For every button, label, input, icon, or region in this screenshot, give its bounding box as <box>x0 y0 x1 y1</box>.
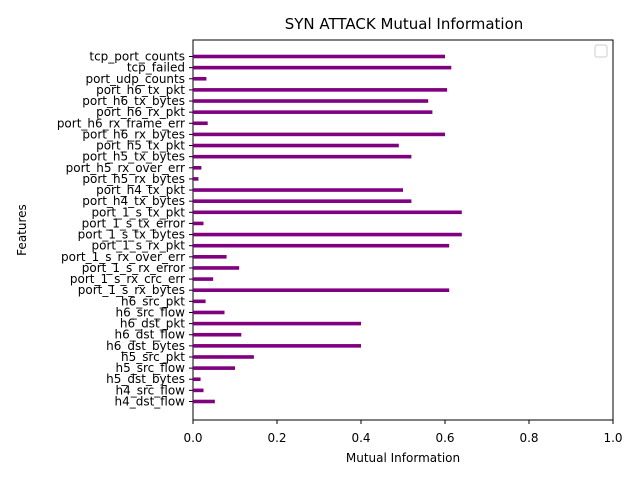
y-tick-label: tcp_failed <box>127 61 185 75</box>
bar-h6_src_pkt <box>193 299 206 304</box>
y-tick-label: h6_src_pkt <box>121 294 185 308</box>
bar-h4_dst_flow <box>193 399 215 404</box>
y-tick-label: h4_src_flow <box>116 383 186 397</box>
bar-h5_src_pkt <box>193 355 254 359</box>
bar-port_1_s_rx_pkt <box>193 243 450 248</box>
y-tick-label: port_h6_tx_pkt <box>96 83 185 97</box>
x-tick-label: 1.0 <box>603 431 622 445</box>
bar-port_h6_rx_pkt <box>193 110 433 114</box>
bar-port_h5_tx_bytes <box>193 154 412 159</box>
bar-port_1_s_rx_bytes <box>193 288 450 293</box>
y-tick-label: port_1_s_rx_over_err <box>61 250 185 264</box>
x-tick-label: 0.2 <box>267 431 286 445</box>
y-tick-label: port_h5_tx_bytes <box>82 150 185 164</box>
bar-h6_dst_bytes <box>193 344 361 348</box>
y-tick-label: port_1_s_rx_error <box>82 261 185 275</box>
y-tick-label: h6_dst_pkt <box>120 317 185 331</box>
bar-h5_dst_bytes <box>193 377 201 382</box>
y-tick-label: port_h4_tx_pkt <box>96 183 185 197</box>
y-tick-label: h5_src_flow <box>116 361 186 375</box>
bar-tcp_failed <box>193 65 452 70</box>
y-tick-label: port_1_s_rx_bytes <box>78 283 185 297</box>
y-tick-label: h6_src_flow <box>116 305 186 319</box>
bar-port_h6_rx_bytes <box>193 132 445 137</box>
y-tick-label: port_h6_tx_bytes <box>82 94 185 108</box>
y-tick-label: port_udp_counts <box>85 72 185 86</box>
bar-port_1_s_tx_error <box>193 221 204 226</box>
chart-title: SYN ATTACK Mutual Information <box>285 15 524 33</box>
y-tick-label: h5_dst_bytes <box>106 372 185 386</box>
bars-group <box>193 54 462 404</box>
plot-area <box>192 39 614 421</box>
bar-port_h6_rx_frame_err <box>193 121 208 126</box>
y-tick-label: h4_dst_flow <box>114 395 185 409</box>
bar-port_1_s_tx_bytes <box>193 232 462 237</box>
y-tick-label: port_h5_tx_pkt <box>96 139 185 153</box>
y-tick-label: port_h5_rx_bytes <box>82 172 185 186</box>
y-tick-label: h6_dst_bytes <box>106 339 185 353</box>
bar-h6_dst_flow <box>193 332 242 337</box>
bar-port_h6_tx_pkt <box>193 88 448 92</box>
x-tick-label: 0.8 <box>519 431 538 445</box>
y-tick-label: port_h6_rx_pkt <box>96 105 185 119</box>
bar-port_h4_tx_bytes <box>193 199 412 203</box>
bar-port_h5_tx_pkt <box>193 143 399 148</box>
y-tick-label: port_1_s_rx_crc_err <box>70 272 185 286</box>
bar-port_udp_counts <box>193 76 207 81</box>
bar-h6_src_flow <box>193 310 225 315</box>
y-tick-label: port_1_s_tx_bytes <box>78 228 185 242</box>
y-tick-label: tcp_port_counts <box>89 50 185 64</box>
y-tick-label: port_h6_rx_frame_err <box>57 116 185 130</box>
y-tick-label: port_h4_tx_bytes <box>82 194 185 208</box>
bar-port_1_s_rx_crc_err <box>193 277 214 281</box>
bar-port_h6_tx_bytes <box>193 99 429 103</box>
bar-h6_dst_pkt <box>193 321 361 326</box>
y-tick-label: port_h6_rx_bytes <box>82 127 185 141</box>
y-tick-label: port_1_s_tx_pkt <box>91 205 185 219</box>
bar-port_1_s_rx_over_err <box>193 255 227 259</box>
bar-port_1_s_tx_pkt <box>193 210 462 215</box>
y-tick-label: h6_dst_flow <box>114 328 185 342</box>
x-tick-label: 0.4 <box>351 431 370 445</box>
y-tick-label: port_1_s_tx_error <box>82 216 185 230</box>
bar-port_h5_rx_bytes <box>193 177 199 181</box>
bar-h4_src_flow <box>193 388 204 393</box>
y-axis-label: Features <box>15 204 29 256</box>
bar-h5_src_flow <box>193 366 235 370</box>
y-tick-label: port_h5_rx_over_err <box>66 161 185 175</box>
x-axis-label: Mutual Information <box>346 451 460 465</box>
x-tick-label: 0.6 <box>435 431 454 445</box>
x-tick-group: 0.0 0.2 0.4 0.6 0.8 1.0 <box>183 420 623 445</box>
x-tick-label: 0.0 <box>183 431 202 445</box>
bar-port_h5_rx_over_err <box>193 165 202 170</box>
y-tick-group: tcp_port_countstcp_failedport_udp_counts… <box>57 50 193 409</box>
bar-port_h4_tx_pkt <box>193 188 403 192</box>
y-tick-label: port_1_s_rx_pkt <box>92 239 186 253</box>
y-tick-label: h5_src_pkt <box>121 350 185 364</box>
legend-box <box>594 44 608 58</box>
bar-port_1_s_rx_error <box>193 266 240 270</box>
bar-tcp_port_counts <box>193 54 445 59</box>
